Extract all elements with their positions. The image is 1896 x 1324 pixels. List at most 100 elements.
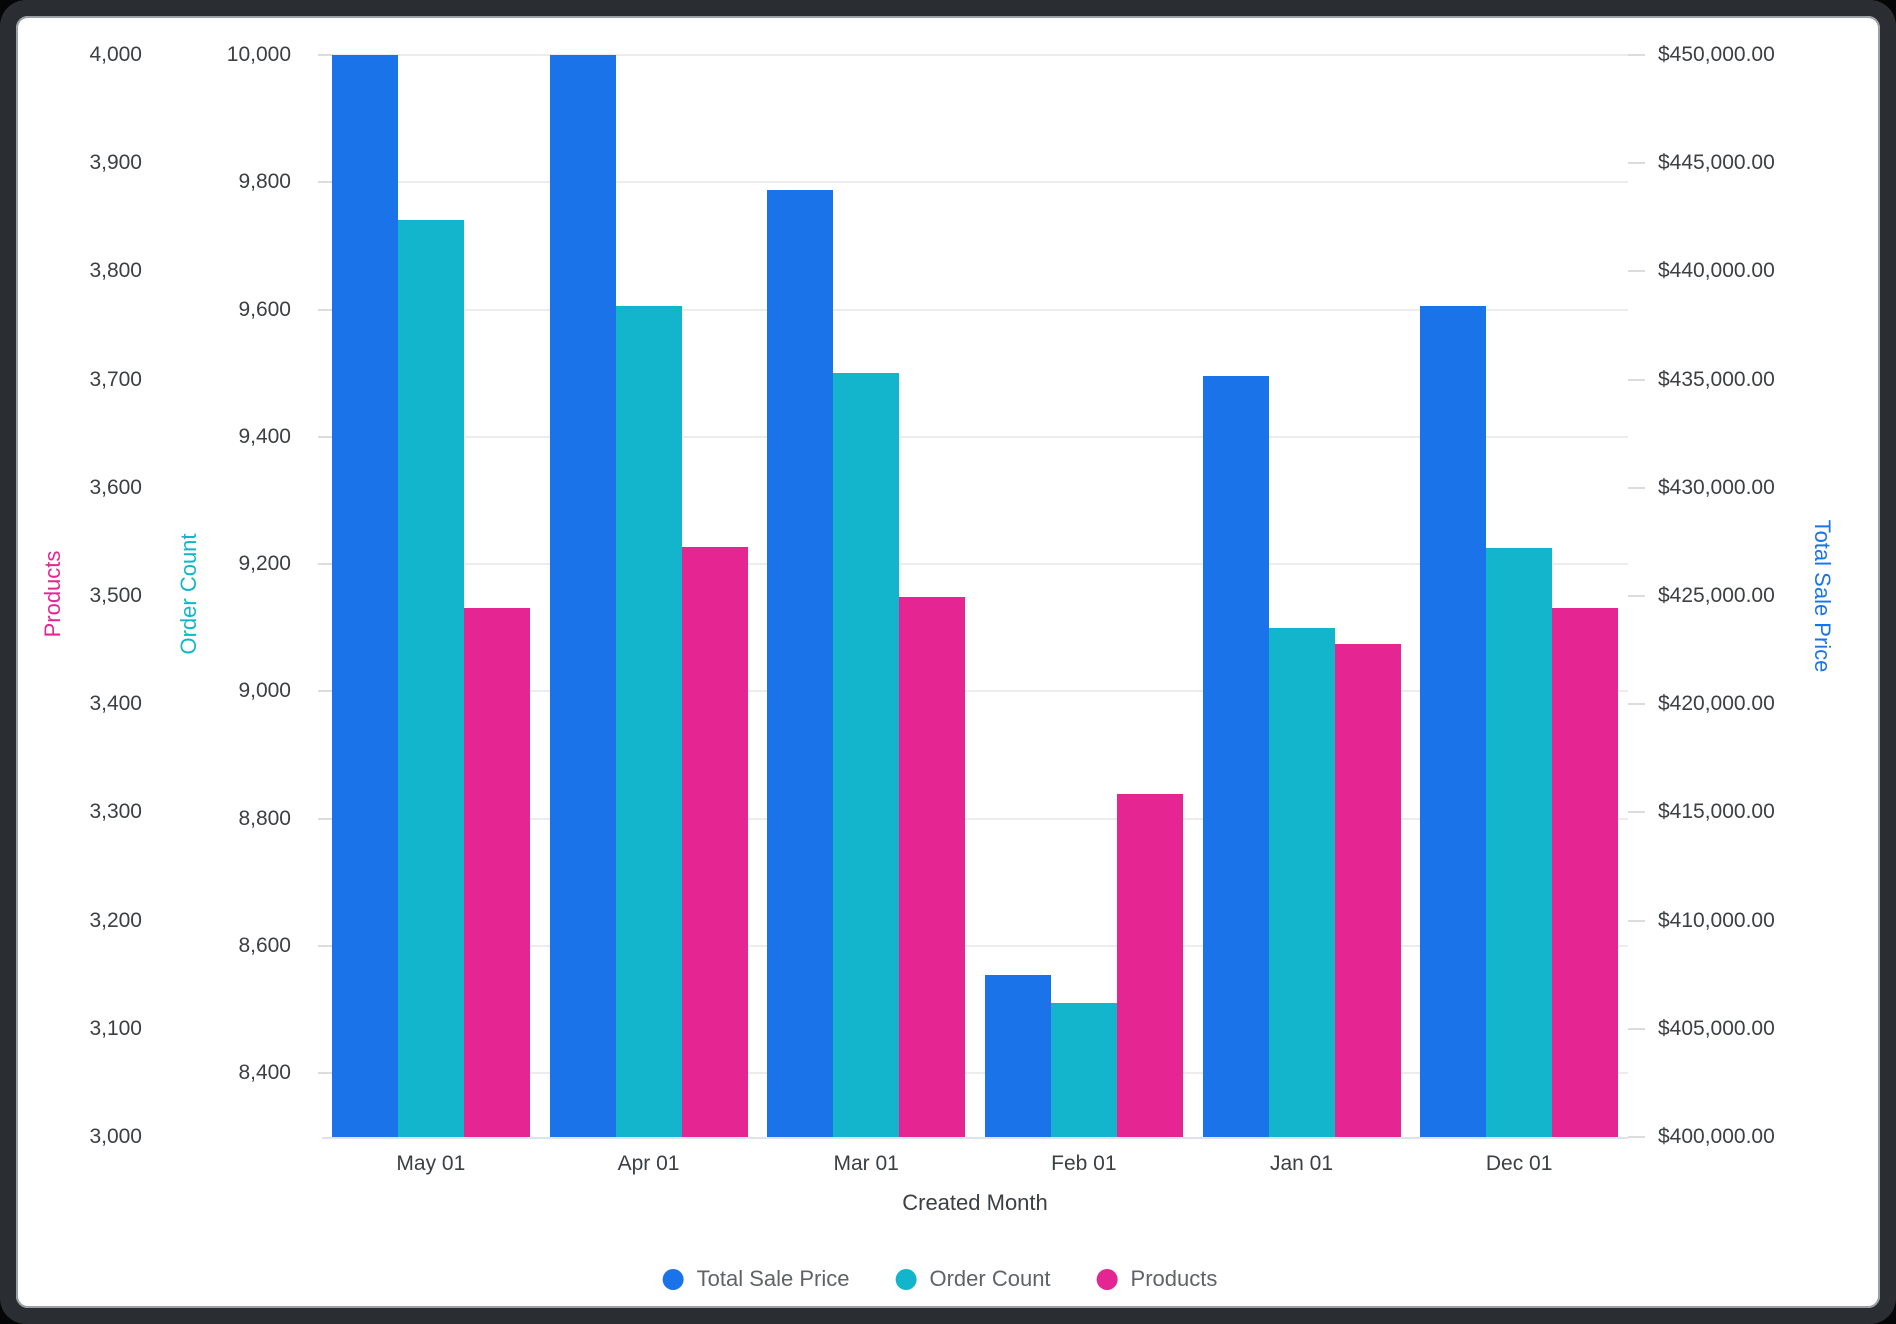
gridline xyxy=(322,563,1628,566)
order-axis-tick xyxy=(318,308,333,311)
bar-total-sale-price-feb-01[interactable] xyxy=(984,974,1051,1137)
products-tick-label: 3,100 xyxy=(89,1016,142,1040)
y-axis-title-order-count: Order Count xyxy=(176,533,201,655)
products-tick-label: 3,300 xyxy=(89,800,142,824)
legend-item-products[interactable]: Products xyxy=(1096,1266,1218,1292)
legend-dot-icon xyxy=(895,1268,917,1290)
order-count-tick-label: 9,600 xyxy=(238,297,291,321)
legend-item-label: Total Sale Price xyxy=(696,1266,850,1291)
legend-dot-icon xyxy=(662,1268,684,1290)
price-axis-tick xyxy=(1628,270,1645,273)
products-tick-label: 3,400 xyxy=(89,692,142,716)
price-axis-tick xyxy=(1628,703,1645,706)
x-axis-title: Created Month xyxy=(902,1190,1048,1215)
order-count-tick-label: 8,400 xyxy=(238,1061,291,1085)
legend-dot-icon xyxy=(1096,1268,1118,1290)
order-axis-tick xyxy=(318,181,333,184)
price-axis-tick xyxy=(1628,919,1645,922)
bar-products-apr-01[interactable] xyxy=(681,547,748,1137)
order-count-tick-label: 9,000 xyxy=(238,679,291,703)
gridline xyxy=(322,945,1628,948)
total-sale-price-tick-label: $410,000.00 xyxy=(1658,908,1775,932)
order-count-tick-label: 8,800 xyxy=(238,806,291,830)
price-axis-tick xyxy=(1628,54,1645,56)
bar-order-count-may-01[interactable] xyxy=(397,220,464,1137)
products-tick-label: 3,900 xyxy=(89,151,142,175)
bar-products-feb-01[interactable] xyxy=(1116,794,1183,1137)
order-axis-tick xyxy=(318,563,333,566)
gridline xyxy=(322,435,1628,438)
price-axis-tick xyxy=(1628,1136,1645,1138)
bar-total-sale-price-jan-01[interactable] xyxy=(1202,376,1269,1137)
products-tick-label: 3,000 xyxy=(89,1125,142,1148)
gridline xyxy=(322,308,1628,311)
price-axis-tick xyxy=(1628,378,1645,381)
x-tick-label-jan-01: Jan 01 xyxy=(1269,1152,1334,1175)
bar-products-may-01[interactable] xyxy=(463,607,530,1137)
gridline xyxy=(322,181,1628,184)
order-axis-tick xyxy=(318,817,333,820)
order-axis-tick xyxy=(318,690,333,693)
price-axis-tick xyxy=(1628,486,1645,489)
products-tick-label: 3,200 xyxy=(89,908,142,932)
products-tick-label: 3,700 xyxy=(89,367,142,391)
order-axis-tick xyxy=(318,945,333,948)
bar-total-sale-price-mar-01[interactable] xyxy=(767,190,834,1137)
y-axis-title-products: Products xyxy=(40,550,65,638)
bar-total-sale-price-dec-01[interactable] xyxy=(1420,306,1487,1137)
total-sale-price-tick-label: $440,000.00 xyxy=(1658,259,1775,283)
order-axis-tick xyxy=(318,435,333,438)
x-axis-baseline xyxy=(322,1137,1628,1139)
legend-item-total-sale-price[interactable]: Total Sale Price xyxy=(662,1266,850,1292)
gridline xyxy=(322,1072,1628,1075)
legend-item-label: Order Count xyxy=(929,1266,1051,1291)
products-tick-label: 3,600 xyxy=(89,475,142,499)
gridline xyxy=(322,690,1628,693)
products-tick-label: 4,000 xyxy=(89,43,142,66)
total-sale-price-tick-label: $400,000.00 xyxy=(1658,1125,1775,1148)
bar-total-sale-price-apr-01[interactable] xyxy=(549,55,616,1137)
bar-products-jan-01[interactable] xyxy=(1334,643,1401,1137)
x-tick-label-mar-01: Mar 01 xyxy=(833,1152,899,1175)
legend-item-order-count[interactable]: Order Count xyxy=(895,1266,1051,1292)
order-axis-tick xyxy=(318,1072,333,1075)
legend: Total Sale Price Order Count Products xyxy=(662,1266,1218,1292)
price-axis-tick xyxy=(1628,811,1645,814)
gridline xyxy=(322,54,1628,56)
total-sale-price-tick-label: $405,000.00 xyxy=(1658,1016,1775,1040)
total-sale-price-tick-label: $415,000.00 xyxy=(1658,800,1775,824)
bar-order-count-apr-01[interactable] xyxy=(615,306,682,1137)
bar-order-count-mar-01[interactable] xyxy=(833,373,900,1137)
bar-order-count-feb-01[interactable] xyxy=(1050,1003,1117,1137)
bar-total-sale-price-may-01[interactable] xyxy=(331,55,398,1137)
x-tick-label-dec-01: Dec 01 xyxy=(1485,1152,1553,1175)
order-count-tick-label: 9,800 xyxy=(238,170,291,194)
y-axis-title-total-sale-price: Total Sale Price xyxy=(1810,519,1835,673)
x-tick-label-apr-01: Apr 01 xyxy=(617,1152,680,1175)
order-count-tick-label: 9,200 xyxy=(238,552,291,576)
bar-order-count-dec-01[interactable] xyxy=(1486,548,1553,1137)
order-count-tick-label: 8,600 xyxy=(238,934,291,958)
price-axis-tick xyxy=(1628,595,1645,597)
bar-products-dec-01[interactable] xyxy=(1552,607,1619,1137)
products-tick-label: 3,800 xyxy=(89,259,142,283)
total-sale-price-tick-label: $435,000.00 xyxy=(1658,367,1775,391)
order-axis-tick xyxy=(318,54,333,56)
legend-item-label: Products xyxy=(1130,1266,1218,1291)
bar-products-mar-01[interactable] xyxy=(899,597,966,1137)
price-axis-tick xyxy=(1628,162,1645,165)
products-tick-label: 3,500 xyxy=(89,584,142,607)
bar-order-count-jan-01[interactable] xyxy=(1268,627,1335,1137)
gridline xyxy=(322,817,1628,820)
order-count-tick-label: 10,000 xyxy=(226,43,291,66)
x-tick-label-may-01: May 01 xyxy=(396,1152,466,1175)
total-sale-price-tick-label: $445,000.00 xyxy=(1658,151,1775,175)
total-sale-price-tick-label: $420,000.00 xyxy=(1658,692,1775,716)
order-count-tick-label: 9,400 xyxy=(238,424,291,448)
total-sale-price-tick-label: $430,000.00 xyxy=(1658,475,1775,499)
total-sale-price-tick-label: $450,000.00 xyxy=(1658,43,1775,66)
price-axis-tick xyxy=(1628,1027,1645,1030)
total-sale-price-tick-label: $425,000.00 xyxy=(1658,584,1775,607)
x-tick-label-feb-01: Feb 01 xyxy=(1051,1152,1117,1175)
